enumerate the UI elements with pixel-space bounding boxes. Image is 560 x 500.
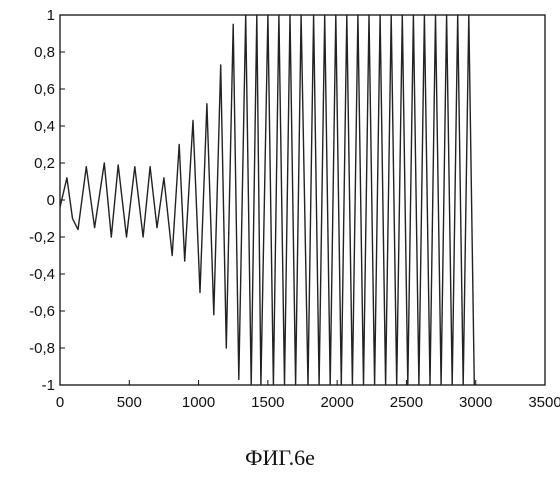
x-tick-label: 3000 — [459, 394, 492, 411]
y-tick-label: 0,6 — [34, 81, 55, 98]
y-tick-label: -0,6 — [29, 303, 55, 320]
x-tick-label: 0 — [56, 394, 64, 411]
series-line — [60, 15, 474, 385]
y-tick-label: 0 — [47, 192, 55, 209]
y-tick-label: -0,2 — [29, 229, 55, 246]
x-tick-label: 500 — [117, 394, 142, 411]
x-tick-label: 1000 — [182, 394, 215, 411]
y-tick-label: -0,8 — [29, 340, 55, 357]
x-tick-label: 1500 — [251, 394, 284, 411]
x-tick-label: 2000 — [320, 394, 353, 411]
figure-caption: ФИГ.6е — [0, 445, 560, 471]
y-tick-label: 0,4 — [34, 118, 55, 135]
series-group — [60, 15, 474, 385]
y-tick-label: -0,4 — [29, 266, 55, 283]
y-tick-label: 0,8 — [34, 44, 55, 61]
x-tick-label: 3500 — [528, 394, 560, 411]
y-tick-label: 1 — [47, 7, 55, 24]
x-tick-label: 2500 — [390, 394, 423, 411]
y-tick-label: -1 — [42, 377, 55, 394]
y-tick-label: 0,2 — [34, 155, 55, 172]
